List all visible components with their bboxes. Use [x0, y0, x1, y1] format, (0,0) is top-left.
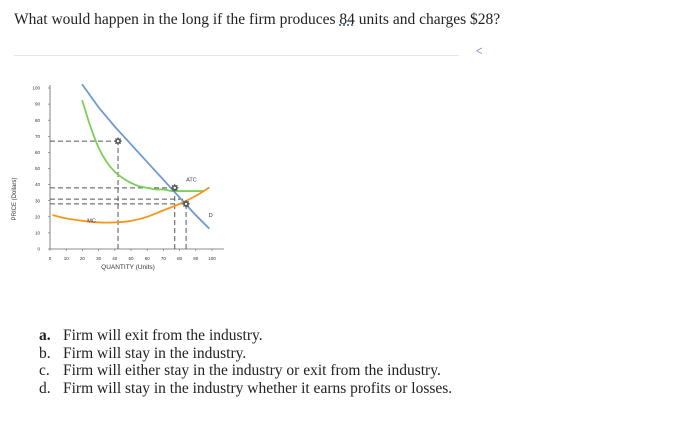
curve-label-atc: ATC [186, 177, 197, 183]
y-tick-label: 60 [35, 150, 41, 155]
y-tick-label: 70 [35, 134, 41, 139]
y-tick-label: 30 [35, 198, 41, 203]
y-tick-label: 90 [35, 102, 41, 107]
y-tick-label: 100 [32, 86, 40, 91]
caret-icon: ᐸ [476, 46, 483, 56]
x-tick-label: 40 [112, 256, 118, 261]
option-b[interactable]: b. Firm will stay in the industry. [39, 345, 452, 363]
marker-center [184, 202, 188, 206]
option-a[interactable]: a. Firm will exit from the industry. [39, 327, 452, 345]
x-tick-label: 70 [161, 256, 167, 261]
option-text: Firm will either stay in the industry or… [63, 362, 441, 379]
chart-axes [48, 85, 224, 251]
equilibrium-points [113, 136, 191, 209]
option-text: Firm will stay in the industry. [63, 344, 247, 362]
option-text: Firm will exit from the industry. [63, 327, 263, 344]
x-tick-label: 90 [193, 256, 199, 261]
guide-lines [50, 140, 187, 249]
x-tick-label: 30 [96, 256, 102, 261]
y-tick-label: 80 [35, 118, 41, 123]
option-d[interactable]: d. Firm will stay in the industry whether… [39, 380, 452, 398]
option-letter: a. [39, 327, 51, 344]
option-letter: d. [39, 379, 51, 397]
option-letter: c. [39, 362, 50, 379]
question-text-middle: units and charges [354, 11, 470, 28]
option-letter: b. [39, 344, 51, 362]
y-axis-label: PRICE (Dollars) [12, 178, 18, 221]
x-axis-label: QUANTITY (Units) [101, 264, 155, 271]
y-tick-label: 50 [35, 166, 41, 171]
tick-labels: 0 10 20 30 40 50 60 70 80 90 100 0 10 20 30 40 50 60 70 80 9… [32, 86, 216, 261]
x-tick-label: 10 [64, 256, 70, 261]
y-tick-label: 20 [35, 214, 41, 219]
price-value: $28? [470, 11, 501, 28]
x-tick-label: 50 [128, 256, 134, 261]
option-text: Firm will stay in the industry whether i… [63, 379, 453, 397]
curve-label-d: D [209, 213, 213, 219]
x-tick-label: 60 [145, 256, 151, 261]
x-tick-label: 20 [80, 256, 86, 261]
answer-options: a. Firm will exit from the industry. b. Fi… [39, 327, 452, 397]
quantity-value: 84 [339, 11, 355, 28]
marker-center [116, 139, 120, 143]
atc-curve [81, 99, 205, 193]
cost-curves-chart: 0 10 20 30 40 50 60 70 80 90 100 0 10 20 30 40 50 60 70 80 9… [12, 83, 224, 271]
y-tick-label: 0 [37, 247, 40, 252]
question-text: What would happen in the long if the fir… [14, 11, 500, 29]
question-text-start: What would happen in the long if the fir… [14, 11, 340, 28]
option-c[interactable]: c. Firm will either stay in the industry … [39, 362, 452, 380]
marker-center [173, 186, 176, 190]
d-curve [81, 83, 210, 229]
x-tick-label: 100 [208, 256, 216, 261]
curve-label-mc: MC [87, 218, 96, 224]
divider [14, 55, 459, 56]
y-tick-label: 40 [35, 182, 41, 187]
x-tick-label: 80 [177, 256, 183, 261]
y-tick-label: 10 [35, 231, 41, 236]
curve-labels: ATC MC D [87, 177, 212, 224]
x-tick-label: 0 [49, 256, 52, 261]
